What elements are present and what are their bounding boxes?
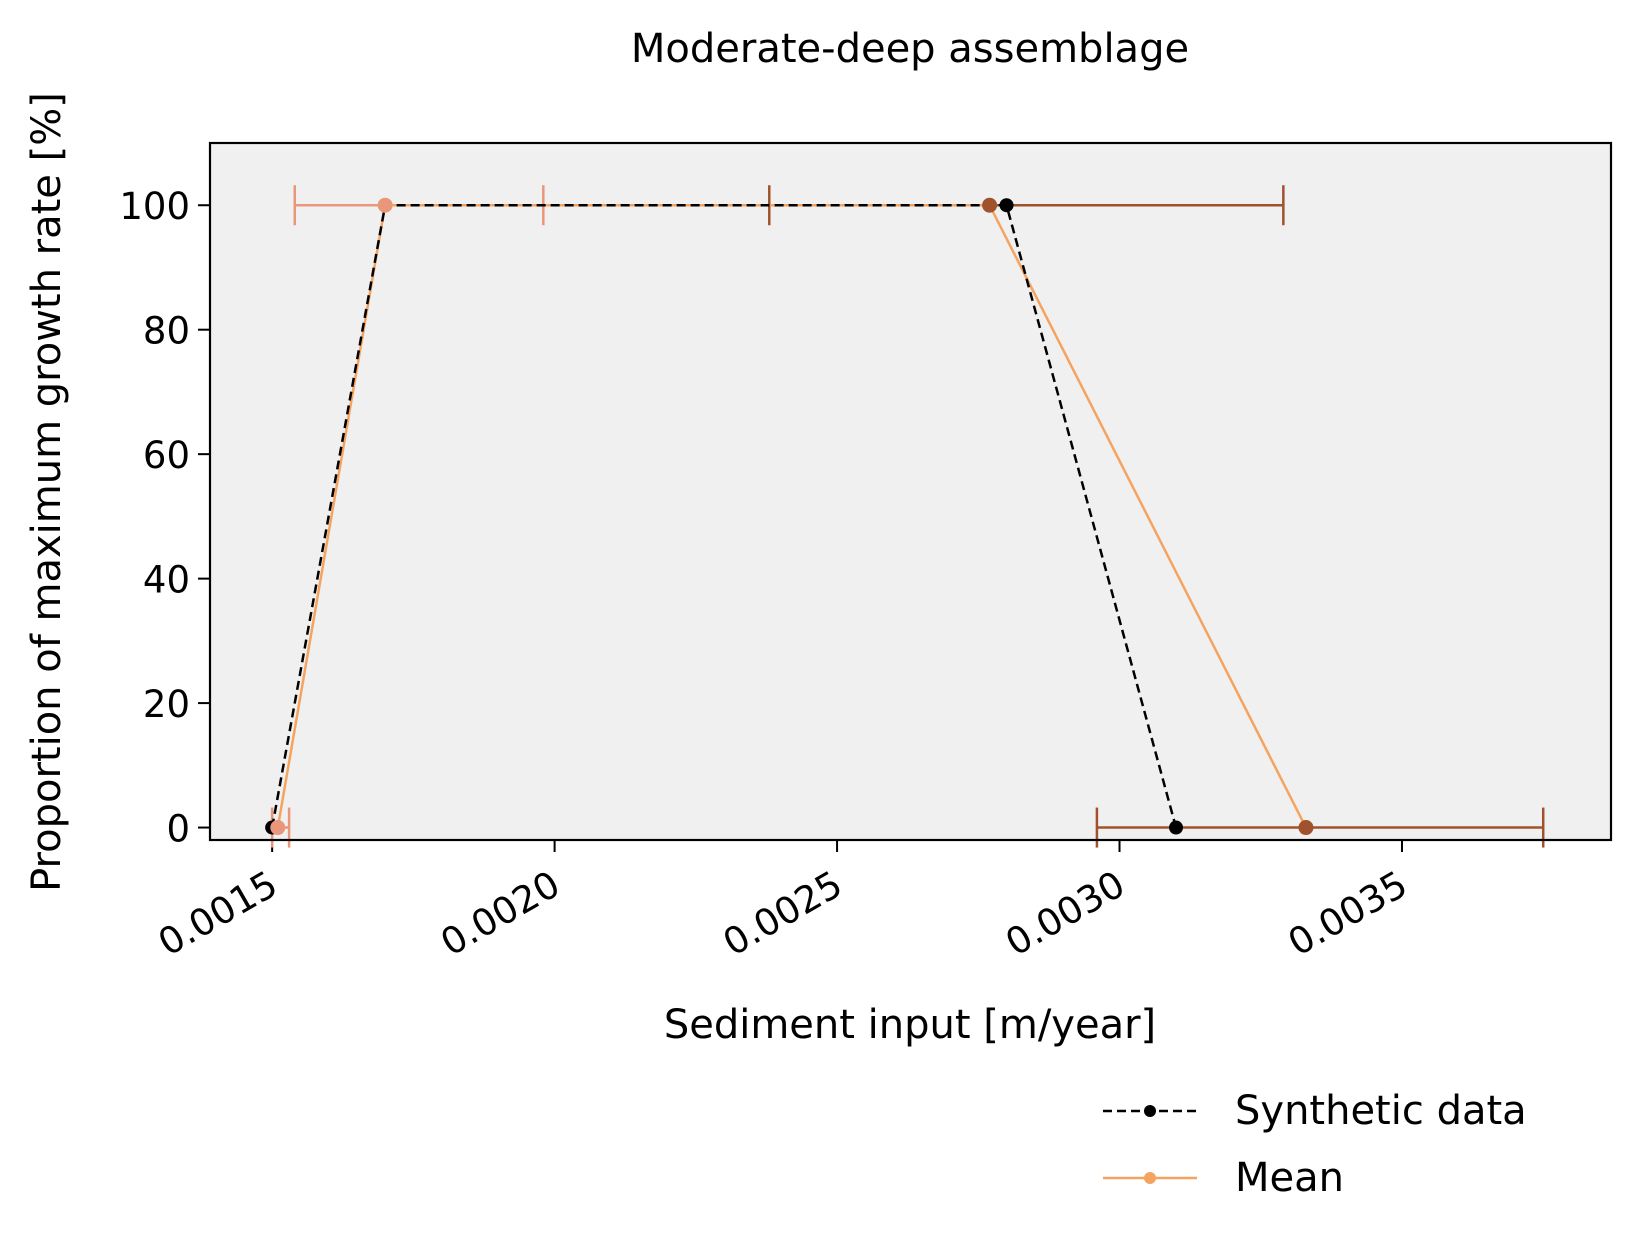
y-tick-label: 100: [119, 185, 190, 228]
legend-synthetic-marker: [1144, 1105, 1156, 1117]
y-tick-label: 60: [143, 434, 190, 477]
legend-synthetic-label: Synthetic data: [1235, 1088, 1527, 1134]
y-tick-label: 20: [143, 683, 190, 726]
y-tick-label: 0: [166, 808, 190, 851]
mean-point: [270, 820, 286, 836]
series-line-mean: [276, 203, 1308, 829]
y-axis: 0 20 40 60 80 100: [119, 185, 210, 851]
mean-point: [377, 197, 393, 213]
legend-mean-label: Mean: [1235, 1155, 1344, 1201]
synthetic-point: [1169, 820, 1184, 835]
x-tick-label: 0.0035: [1281, 863, 1415, 965]
x-tick-label: 0.0025: [716, 863, 850, 965]
legend-mean-marker: [1144, 1172, 1156, 1184]
mean-point: [1298, 820, 1314, 836]
x-tick-label: 0.0030: [998, 863, 1132, 965]
plot-area: [210, 143, 1611, 840]
y-axis-label: Proportion of maximum growth rate [%]: [24, 92, 70, 892]
synthetic-point: [999, 198, 1014, 213]
legend-item-synthetic: Synthetic data: [1103, 1088, 1527, 1134]
legend-item-mean: Mean: [1103, 1155, 1344, 1201]
x-axis: 0.0015 0.0020 0.0025 0.0030 0.0035: [151, 840, 1414, 965]
chart-title: Moderate-deep assemblage: [631, 26, 1189, 72]
x-axis-label: Sediment input [m/year]: [664, 1002, 1156, 1048]
mean-point: [982, 197, 998, 213]
x-tick-label: 0.0015: [151, 863, 285, 965]
plot-frame: [208, 141, 1613, 842]
y-tick-label: 40: [143, 559, 190, 602]
legend: Synthetic data Mean: [1103, 1088, 1527, 1201]
series-line-synthetic: [270, 203, 1178, 828]
y-tick-label: 80: [143, 310, 190, 353]
x-tick-label: 0.0020: [433, 863, 567, 965]
